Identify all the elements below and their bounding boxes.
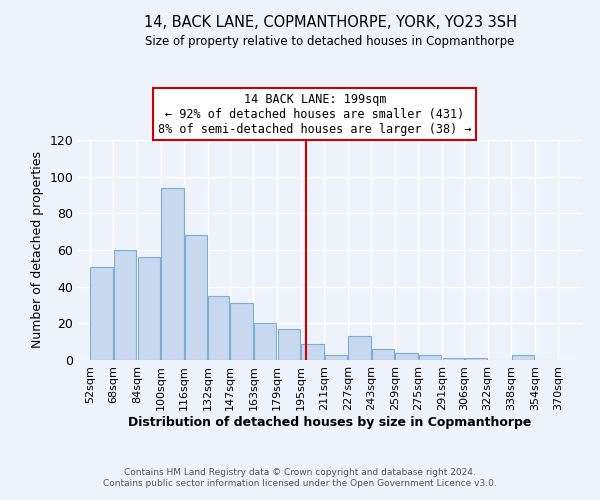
Bar	[230, 303, 253, 360]
Y-axis label: Number of detached properties: Number of detached properties	[31, 152, 44, 348]
Bar	[443, 358, 464, 360]
Bar	[301, 344, 323, 360]
Bar	[185, 236, 207, 360]
Bar	[372, 349, 394, 360]
Bar	[137, 258, 160, 360]
Bar	[161, 188, 184, 360]
Text: Contains HM Land Registry data © Crown copyright and database right 2024.
Contai: Contains HM Land Registry data © Crown c…	[103, 468, 497, 487]
Bar	[91, 266, 113, 360]
Bar	[395, 352, 418, 360]
Bar	[278, 329, 300, 360]
Bar	[254, 324, 277, 360]
Bar	[348, 336, 371, 360]
Bar	[325, 354, 347, 360]
X-axis label: Distribution of detached houses by size in Copmanthorpe: Distribution of detached houses by size …	[128, 416, 532, 428]
Bar	[464, 358, 487, 360]
Text: 14, BACK LANE, COPMANTHORPE, YORK, YO23 3SH: 14, BACK LANE, COPMANTHORPE, YORK, YO23 …	[143, 15, 517, 30]
Text: 14 BACK LANE: 199sqm
← 92% of detached houses are smaller (431)
8% of semi-detac: 14 BACK LANE: 199sqm ← 92% of detached h…	[158, 92, 472, 136]
Bar	[512, 354, 534, 360]
Text: Size of property relative to detached houses in Copmanthorpe: Size of property relative to detached ho…	[145, 35, 515, 48]
Bar	[208, 296, 229, 360]
Bar	[114, 250, 136, 360]
Bar	[419, 354, 442, 360]
